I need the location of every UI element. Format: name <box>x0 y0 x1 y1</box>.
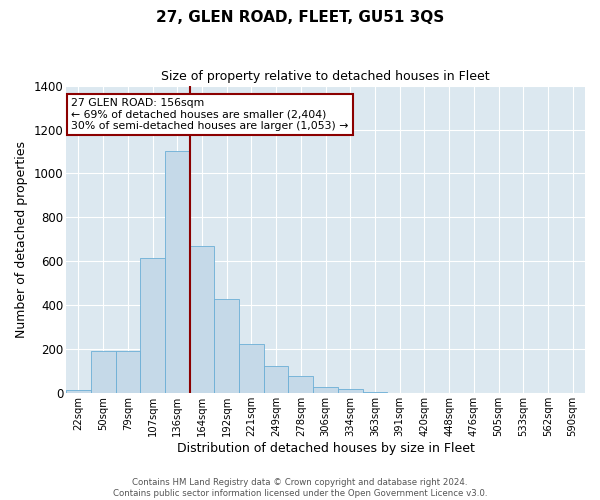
Bar <box>66 390 91 394</box>
Text: 27 GLEN ROAD: 156sqm
← 69% of detached houses are smaller (2,404)
30% of semi-de: 27 GLEN ROAD: 156sqm ← 69% of detached h… <box>71 98 349 131</box>
Bar <box>239 344 264 394</box>
Bar <box>91 351 116 394</box>
Title: Size of property relative to detached houses in Fleet: Size of property relative to detached ho… <box>161 70 490 83</box>
X-axis label: Distribution of detached houses by size in Fleet: Distribution of detached houses by size … <box>176 442 475 455</box>
Bar <box>116 351 140 394</box>
Bar <box>313 386 338 394</box>
Bar <box>165 152 190 394</box>
Text: 27, GLEN ROAD, FLEET, GU51 3QS: 27, GLEN ROAD, FLEET, GU51 3QS <box>156 10 444 25</box>
Y-axis label: Number of detached properties: Number of detached properties <box>15 141 28 338</box>
Bar <box>289 376 313 394</box>
Bar <box>214 299 239 394</box>
Bar <box>338 389 362 394</box>
Bar <box>190 246 214 394</box>
Bar <box>140 258 165 394</box>
Bar <box>264 366 289 394</box>
Bar <box>362 392 388 394</box>
Text: Contains HM Land Registry data © Crown copyright and database right 2024.
Contai: Contains HM Land Registry data © Crown c… <box>113 478 487 498</box>
